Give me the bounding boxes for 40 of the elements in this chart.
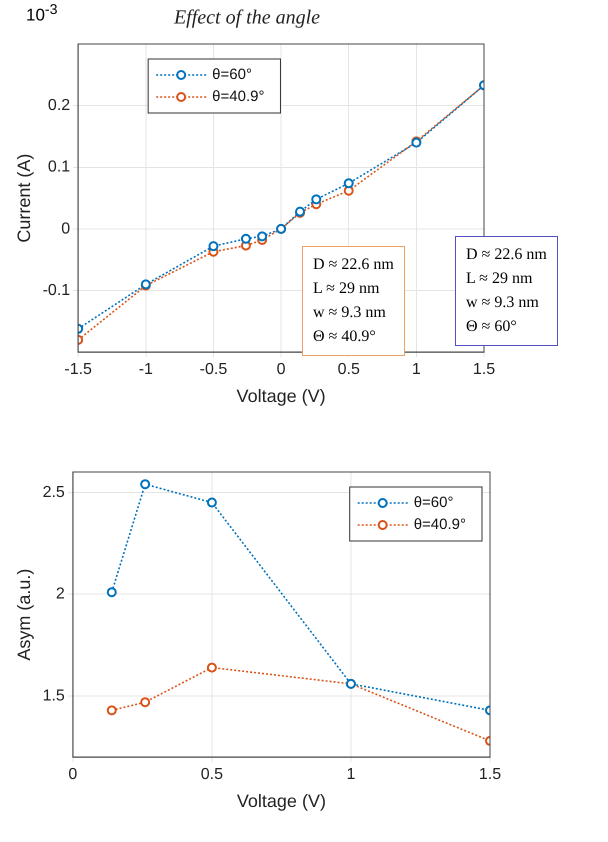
- y-axis-title: Asym (a.u.): [14, 568, 34, 661]
- x-tick-label: 0.5: [338, 361, 360, 378]
- y-tick-label: 2: [56, 586, 65, 603]
- x-axis-title: Voltage (V): [236, 386, 326, 406]
- x-tick-label: 0: [276, 361, 286, 378]
- point: [140, 479, 150, 490]
- point: [240, 234, 251, 244]
- y-tick-label: 1.5: [42, 687, 65, 704]
- legend-label: θ=60°: [212, 66, 252, 84]
- y-tick-label: -0.1: [42, 282, 70, 299]
- chart-title: Effect of the angle: [172, 6, 320, 28]
- x-tick-label: 1: [412, 361, 421, 378]
- legend-label: θ=60°: [414, 494, 454, 512]
- annotation: D ≈ 22.6 nm L ≈ 29 nm w ≈ 9.3 nm Θ ≈ 40.9°: [302, 246, 405, 356]
- point: [311, 194, 322, 204]
- y-tick-label: 0.1: [48, 158, 70, 176]
- y-tick-label: 0: [61, 220, 70, 238]
- point: [106, 705, 117, 716]
- x-axis-title: Voltage (V): [236, 791, 326, 812]
- x-tick-label: -0.5: [200, 361, 228, 378]
- point: [206, 662, 217, 673]
- legend-label: θ=40.9°: [212, 88, 264, 106]
- y-tick-label: 0.2: [48, 97, 70, 114]
- x-tick-label: -1: [138, 361, 154, 378]
- point: [206, 498, 217, 508]
- x-tick-label: 0.5: [200, 766, 224, 784]
- text: 10$^{-3}$: [26, 2, 58, 26]
- point: [257, 231, 268, 242]
- point: [106, 587, 117, 598]
- x-tick-label: -1.5: [64, 361, 92, 378]
- x-tick-label: 1.5: [472, 361, 496, 378]
- legend-label: θ=40.9°: [414, 516, 466, 534]
- point: [208, 241, 218, 252]
- y-axis-title: Current (A): [14, 154, 34, 243]
- point: [140, 697, 150, 708]
- point: [344, 178, 354, 188]
- annotation: D ≈ 22.6 nm L ≈ 29 nm w ≈ 9.3 nm Θ ≈ 60°: [455, 236, 558, 346]
- x-tick-label: 1: [346, 766, 356, 784]
- y-tick-label: 2.5: [42, 484, 65, 501]
- x-tick-label: 1.5: [478, 766, 502, 784]
